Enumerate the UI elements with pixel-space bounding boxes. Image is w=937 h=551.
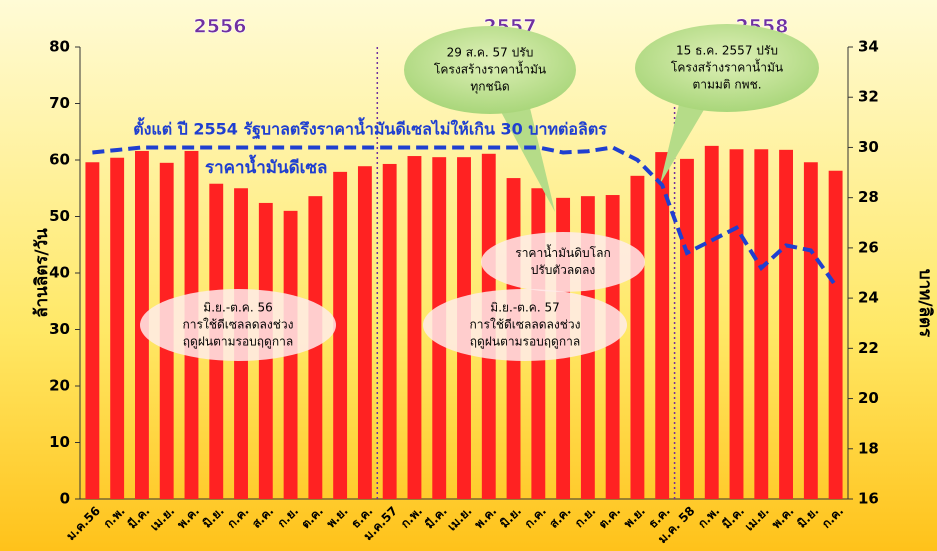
callout [423,289,627,361]
y2-tick-label: 26 [858,238,879,256]
annotation-text: 29 ส.ค. 57 ปรับ [447,46,534,60]
bar [630,175,645,499]
y-tick-label: 0 [60,490,70,508]
period-label: 2556 [194,16,247,38]
y2-tick-label: 16 [858,490,879,508]
y-tick-label: 50 [49,207,70,225]
callout [635,24,819,112]
annotation-text: ปรับตัวลดลง [531,263,596,277]
headline: ตั้งแต่ ปี 2554 รัฐบาลตรึงราคาน้ำมันดีเซ… [133,117,607,140]
bar [382,163,397,499]
y-tick-label: 20 [49,377,70,395]
y-tick-label: 30 [49,320,70,338]
annotation-text: ฤดูฝนตามรอบฤดูกาล [470,335,580,350]
bar [85,162,100,499]
series-label: ราคาน้ำมันดีเซล [205,154,327,178]
annotation-text: ทุกชนิด [470,80,509,95]
annotation-text: โครงสร้างราคาน้ำมัน [434,61,546,77]
annotation-text: มิ.ย.-ต.ค. 57 [490,301,559,315]
bar [680,158,694,499]
y2-tick-label: 34 [858,38,879,56]
callout-pointer [660,100,705,184]
y2-tick-label: 20 [858,389,879,407]
annotation-text: โครงสร้างราคาน้ำมัน [671,59,783,75]
callout [404,26,576,114]
callout [481,232,645,292]
bar [704,145,719,499]
y2-tick-label: 28 [858,188,879,206]
y2-tick-label: 22 [858,339,879,357]
y-tick-label: 80 [49,38,70,56]
y2-tick-label: 18 [858,439,879,457]
annotation-text: มิ.ย.-ต.ค. 56 [203,301,272,315]
bar [308,196,323,499]
annotation-text: ราคาน้ำมันดิบโลก [515,244,610,260]
y-tick-label: 60 [49,151,70,169]
y-tick-label: 10 [49,433,70,451]
line [92,145,838,287]
y2-axis-label: บาท/ลิตร [915,269,935,338]
bar [803,162,818,499]
annotation-text: ฤดูฝนตามรอบฤดูกาล [183,335,293,350]
bar [779,149,794,499]
bar [333,171,348,500]
y-tick-label: 40 [49,264,70,282]
annotation-text: การใช้ดีเซลลดลงช่วง [183,318,294,332]
y-tick-label: 70 [49,94,70,112]
bar [110,157,125,500]
callout-pointer [500,108,555,212]
bar [729,149,744,499]
bar [828,170,843,500]
y2-tick-label: 24 [858,289,879,307]
bar [357,166,372,499]
bar [407,156,422,500]
annotation-text: 15 ธ.ค. 2557 ปรับ [676,44,778,58]
bar [655,152,670,499]
annotation-text: การใช้ดีเซลลดลงช่วง [470,318,581,332]
y2-tick-label: 30 [858,138,879,156]
y2-tick-label: 32 [858,88,879,106]
bar [754,149,769,499]
y-axis-label: ล้านลิตร/วัน [32,228,52,318]
annotation-text: ตามมติ กพช. [692,78,761,92]
callout [140,289,336,361]
